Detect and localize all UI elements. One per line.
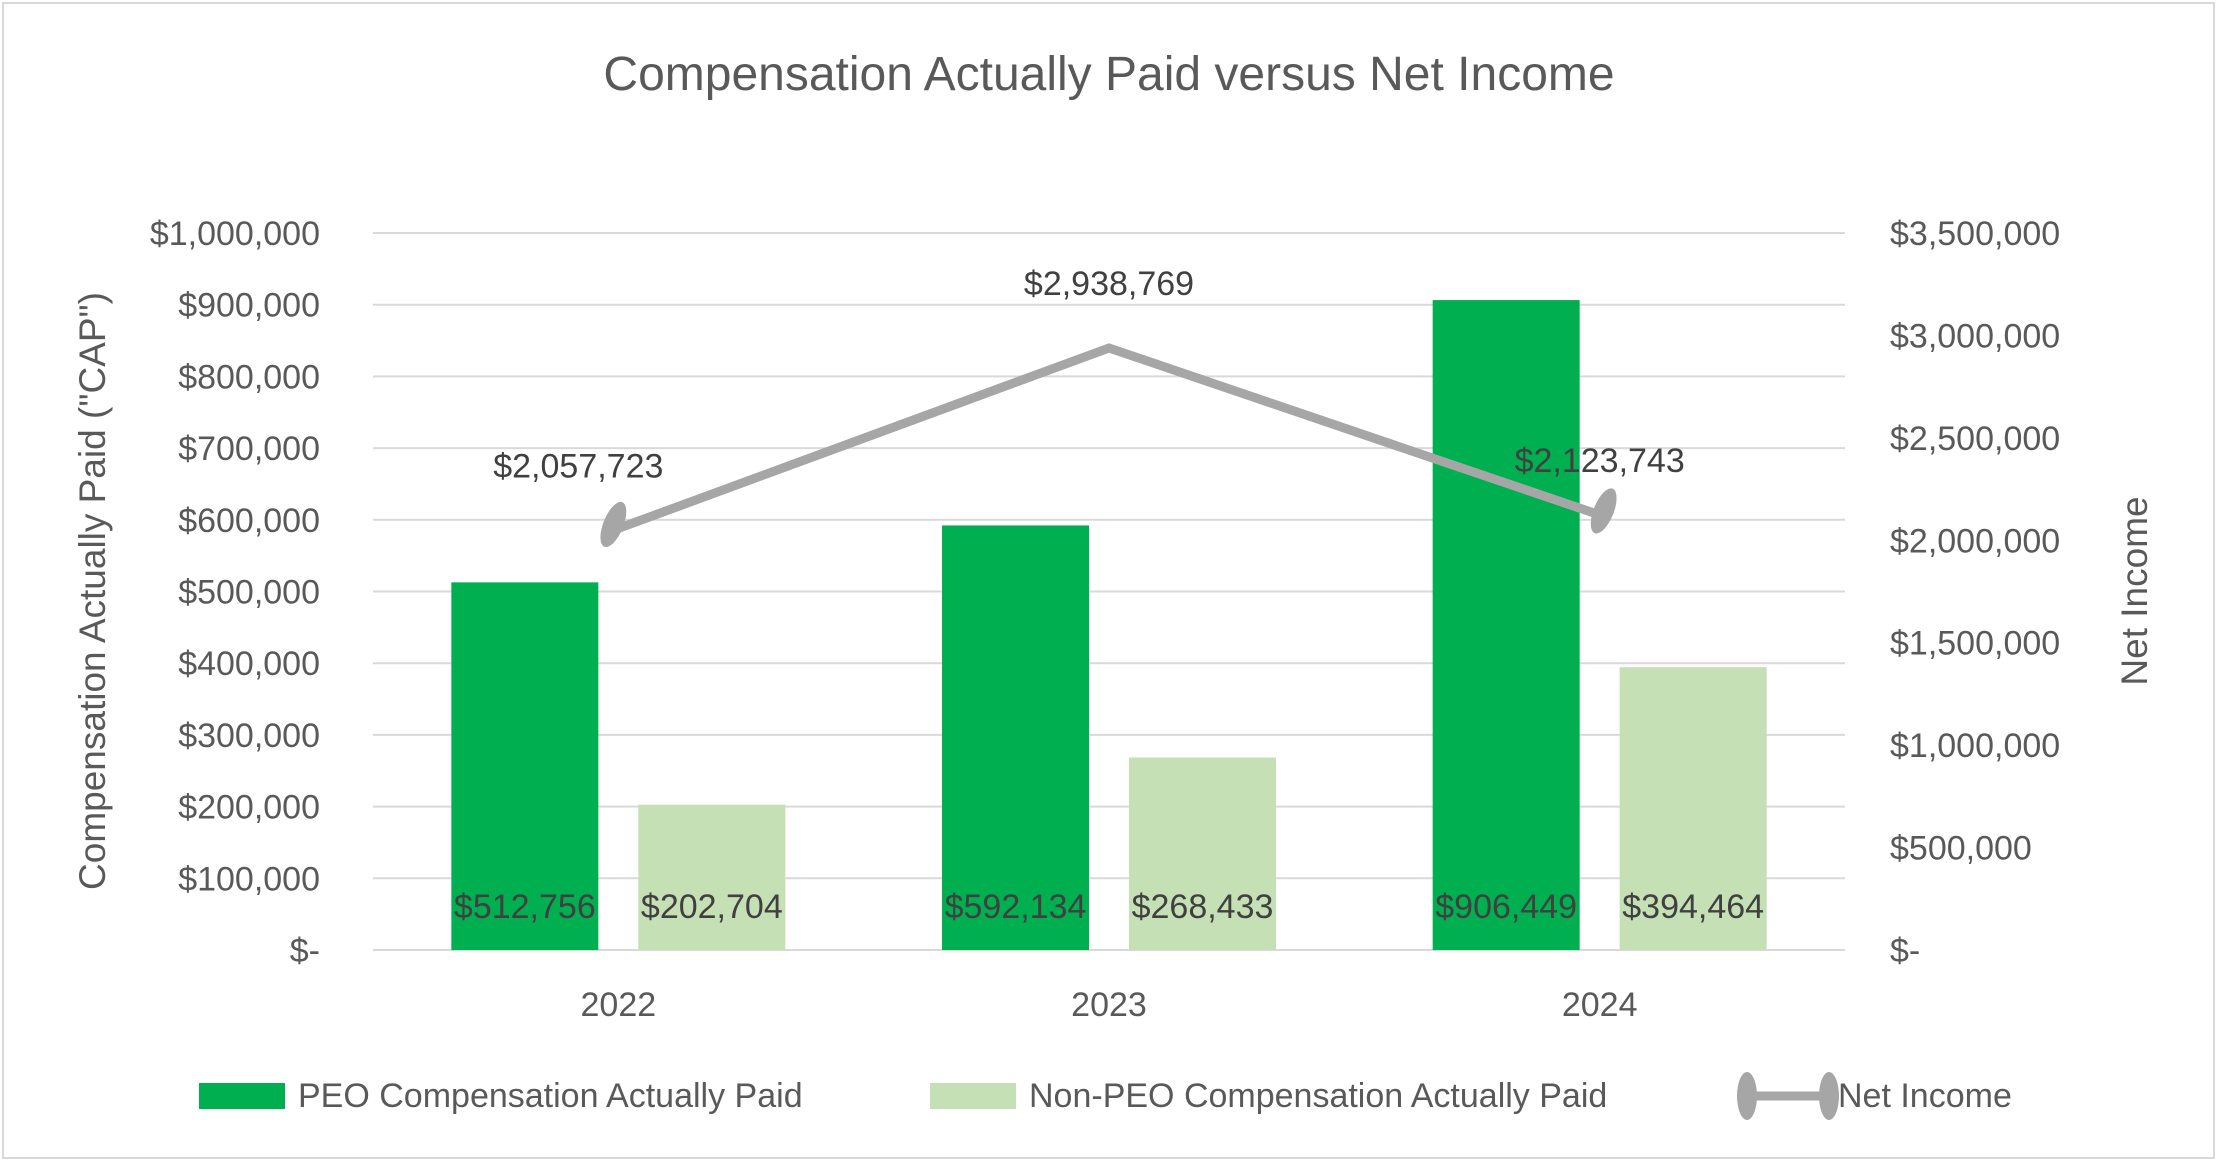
net-income-marker <box>600 501 627 548</box>
legend-label-non-peo: Non-PEO Compensation Actually Paid <box>1029 1077 1607 1115</box>
bar-data-label: $394,464 <box>1622 888 1764 926</box>
net-income-line-group <box>600 343 1617 548</box>
y-tick-label: $100,000 <box>178 860 320 898</box>
y2-tick-label: $1,500,000 <box>1890 625 2060 663</box>
net-income-marker <box>1590 488 1617 534</box>
data-labels: $512,756 $592,134 $906,449 $202,704 $268,433… <box>454 265 1764 926</box>
y-tick-label: $300,000 <box>178 717 320 755</box>
bars <box>451 300 1767 951</box>
chart-title: Compensation Actually Paid versus Net In… <box>603 48 1614 101</box>
y-tick-label: $400,000 <box>178 645 320 683</box>
y-tick-label: $500,000 <box>178 574 320 612</box>
bar-data-label: $202,704 <box>641 888 783 926</box>
y2-tick-label: $1,000,000 <box>1890 727 2060 765</box>
right-axis-ticks: $- $500,000 $1,000,000 $1,500,000 $2,000,000… <box>1890 215 2060 970</box>
y-axis-title: Compensation Actually Paid ("CAP") <box>72 292 113 890</box>
y2-axis-title: Net Income <box>2114 496 2155 685</box>
y-tick-label: $800,000 <box>178 358 320 396</box>
legend-swatch-peo <box>199 1083 285 1109</box>
y2-tick-label: $500,000 <box>1890 830 2032 868</box>
net-income-data-label: $2,938,769 <box>1024 265 1194 303</box>
x-tick-label: 2023 <box>1071 986 1147 1024</box>
legend-marker-net-income-left <box>1737 1072 1757 1120</box>
y2-tick-label: $3,500,000 <box>1890 215 2060 253</box>
x-tick-label: 2024 <box>1562 986 1638 1024</box>
legend: PEO Compensation Actually Paid Non-PEO C… <box>199 1072 2012 1120</box>
y-tick-label: $700,000 <box>178 430 320 468</box>
net-income-line <box>616 343 1602 533</box>
left-axis-ticks: $- $100,000 $200,000 $300,000 $400,000 $500,0… <box>150 215 320 970</box>
y2-tick-label: $2,000,000 <box>1890 522 2060 560</box>
net-income-data-label: $2,123,743 <box>1515 442 1685 480</box>
y-tick-label: $200,000 <box>178 789 320 827</box>
bar <box>942 525 1089 950</box>
y-tick-label: $- <box>290 932 320 970</box>
y2-tick-label: $3,000,000 <box>1890 317 2060 355</box>
y2-tick-label: $2,500,000 <box>1890 420 2060 458</box>
bar-data-label: $512,756 <box>454 888 596 926</box>
y-tick-label: $1,000,000 <box>150 215 320 253</box>
y-tick-label: $900,000 <box>178 287 320 325</box>
legend-swatch-non-peo <box>930 1083 1016 1109</box>
y-tick-label: $600,000 <box>178 502 320 540</box>
x-axis-ticks: 2022 2023 2024 <box>581 986 1638 1024</box>
legend-label-peo: PEO Compensation Actually Paid <box>298 1077 803 1115</box>
bar <box>1619 667 1767 950</box>
net-income-data-label: $2,057,723 <box>493 447 663 485</box>
y2-tick-label: $- <box>1890 932 1920 970</box>
legend-marker-net-income-right <box>1819 1072 1839 1120</box>
bar <box>1129 757 1276 950</box>
bar <box>451 582 599 950</box>
legend-label-net-income: Net Income <box>1838 1077 2012 1115</box>
bar-data-label: $906,449 <box>1435 888 1577 926</box>
bar-data-label: $268,433 <box>1132 888 1274 926</box>
bar-data-label: $592,134 <box>945 888 1087 926</box>
x-tick-label: 2022 <box>581 986 657 1024</box>
bar <box>1432 300 1580 951</box>
bar <box>638 804 786 950</box>
